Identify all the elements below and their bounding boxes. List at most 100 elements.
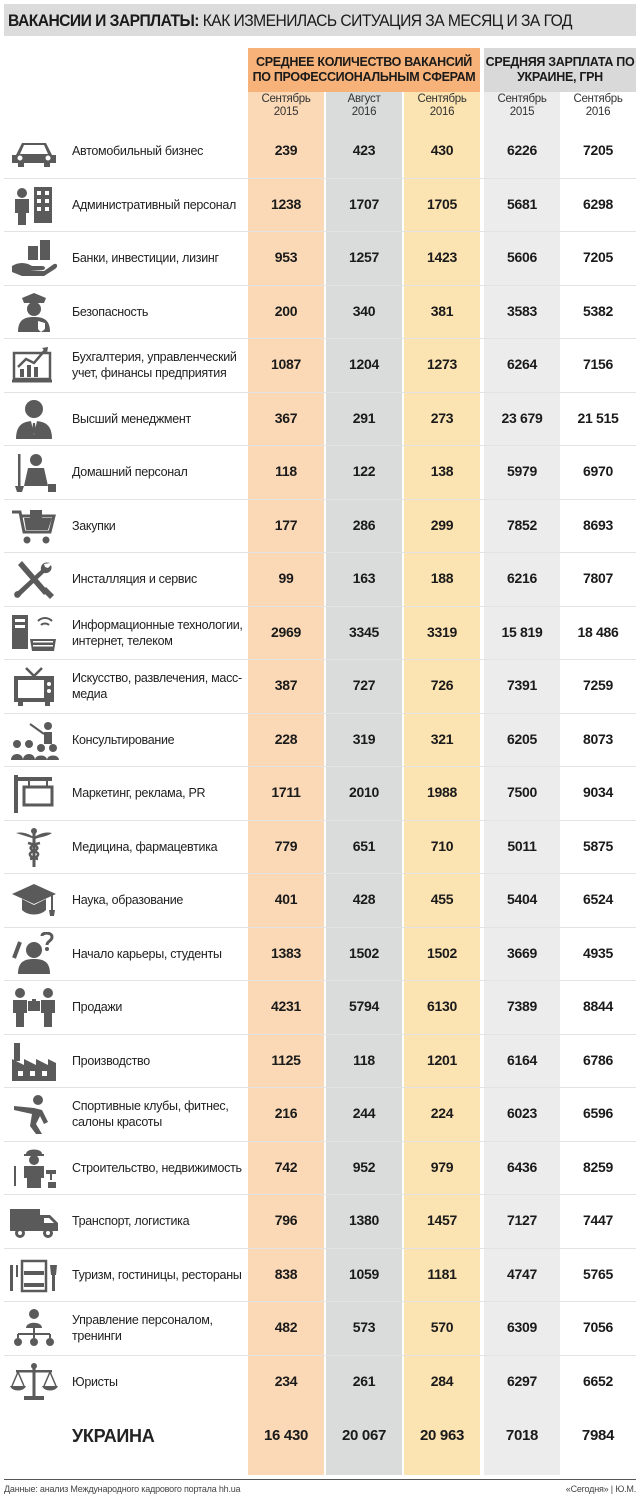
row-divider [4,606,636,607]
row-value: 118 [353,1052,375,1068]
row-divider [4,980,636,981]
row-value: 779 [274,838,298,854]
row-divider [4,1087,636,1088]
caduceus-icon [8,825,60,869]
student-question-icon [8,931,60,976]
row-value: 1502 [349,945,379,961]
col-bg-vac-aug2016 [326,92,402,1475]
row-value: 4935 [583,945,613,961]
row-divider [4,445,636,446]
total-value: 20 963 [419,1427,465,1444]
row-value: 7259 [583,677,613,693]
row-divider [4,1034,636,1035]
row-divider [4,178,636,179]
row-label: Инсталляция и сервис [72,572,197,586]
row-label: Информационные технологии, интернет, тел… [72,618,243,648]
row-label: Банки, инвестиции, лизинг [72,251,219,265]
row-value: 7156 [583,356,613,372]
row-label: Консультирование [72,733,175,747]
shopping-cart-icon [8,504,60,548]
row-value: 5979 [507,463,537,479]
row-label: Медицина, фармацевтика [72,840,218,854]
row-value: 6205 [507,731,537,747]
row-label: Управление персоналом, тренинги [72,1313,213,1343]
row-value: 6309 [507,1319,537,1335]
subheader-sal-sep2015: Сентябрь 2015 [497,93,547,118]
row-value: 1238 [271,196,301,212]
subheader-vac-sep2016: Сентябрь 2016 [417,93,467,118]
total-label: УКРАИНА [72,1426,155,1446]
table-row: Туризм, гостиницы, рестораны 838 1059 1181 4… [0,1248,640,1302]
row-value: 138 [430,463,454,479]
row-value: 299 [430,517,454,533]
hr-management-icon [8,1306,60,1350]
fitness-icon [8,1092,60,1136]
row-value: 3319 [427,624,457,640]
row-label: Автомобильный бизнес [72,144,204,158]
table-row: Бухгалтерия, управленческий учет, финанс… [0,338,640,392]
table-row: Продажи 4231 5794 6130 7389 8844 [0,980,640,1034]
row-value: 651 [352,838,376,854]
housekeeper-icon [8,450,60,494]
row-label: Туризм, гостиницы, рестораны [72,1268,242,1282]
row-divider [4,552,636,553]
row-value: 1273 [427,356,457,372]
table-row: Наука, образование 401 428 455 5404 6524 [0,873,640,927]
row-value: 6652 [583,1373,613,1389]
row-value: 6436 [507,1159,537,1175]
row-value: 1711 [271,784,301,800]
row-value: 4231 [271,998,301,1014]
row-value: 1380 [349,1212,379,1228]
row-value: 3669 [507,945,537,961]
row-value: 401 [274,891,298,907]
table-row: Производство 1125 118 1201 6164 6786 [0,1034,640,1088]
row-value: 7807 [583,570,613,586]
subheader-vac-aug2016: Август 2016 [347,93,381,118]
sales-people-icon [8,985,60,1029]
col-bg-sal-sep2015 [484,92,560,1475]
row-value: 261 [352,1373,376,1389]
row-value: 6164 [507,1052,537,1068]
row-value: 979 [430,1159,454,1175]
row-value: 5606 [507,249,537,265]
truck-icon [8,1199,60,1243]
row-value: 6596 [583,1105,613,1121]
row-value: 319 [352,731,376,747]
footer-credit: «Сегодня» | Ю.М. [565,1484,636,1494]
row-value: 200 [274,303,298,319]
row-value: 6970 [583,463,613,479]
row-value: 2010 [349,784,379,800]
col-bg-sal-sep2016 [560,92,636,1475]
office-worker-icon [8,183,60,227]
row-divider [4,713,636,714]
row-divider [4,285,636,286]
table-row: Инсталляция и сервис 99 163 188 6216 7807 [0,552,640,606]
row-value: 953 [274,249,298,265]
header-vacancies: СРЕДНЕЕ КОЛИЧЕСТВО ВАКАНСИЙ ПО ПРОФЕССИО… [248,48,480,92]
table-row: Информационные технологии, интернет, тел… [0,606,640,660]
table-row: Транспорт, логистика 796 1380 1457 7127 7447 [0,1194,640,1248]
total-row: УКРАИНА 16 430 20 067 20 963 7018 7984 [0,1408,640,1464]
row-label: Спортивные клубы, фитнес, салоны красоты [72,1099,229,1129]
row-divider [4,1194,636,1195]
row-value: 2969 [271,624,301,640]
row-value: 273 [430,410,454,426]
row-value: 570 [430,1319,454,1335]
row-value: 1257 [349,249,379,265]
row-label: Транспорт, логистика [72,1214,190,1228]
table-row: Маркетинг, реклама, PR 1711 2010 1988 7500 90… [0,766,640,820]
row-value: 234 [274,1373,298,1389]
row-value: 1059 [349,1266,379,1282]
row-divider [4,1141,636,1142]
row-value: 5681 [507,196,537,212]
computer-icon [8,611,60,655]
row-value: 244 [352,1105,376,1121]
header-salary: СРЕДНЯЯ ЗАРПЛАТА ПО УКРАИНЕ, ГРН [484,48,636,92]
row-value: 5765 [583,1266,613,1282]
row-value: 6297 [507,1373,537,1389]
row-value: 340 [352,303,376,319]
total-value: 16 430 [263,1427,309,1444]
row-value: 224 [430,1105,454,1121]
row-value: 23 679 [501,410,543,426]
car-icon [8,129,60,173]
